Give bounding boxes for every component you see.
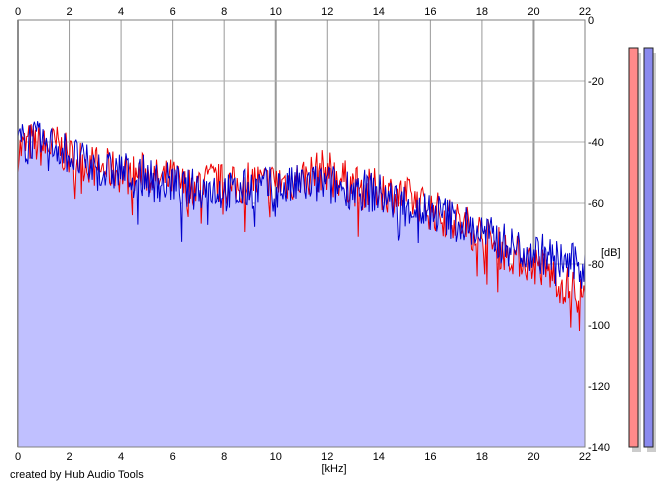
x-ticks-top: 0 2 4 6 8 10 12 14 16 18 20 22 [15,6,591,18]
credit-text: created by Hub Audio Tools [10,469,144,481]
y-ticks: 0 -20 -40 -60 -80 -100 -120 -140 [588,15,610,454]
x-tick-bottom-5: 10 [270,451,282,463]
x-tick-top-9: 18 [476,6,488,18]
level-meter-1 [643,47,654,448]
plot-frame [17,19,586,448]
y-tick-2: -40 [588,137,604,149]
y-tick-1: -20 [588,76,604,88]
x-tick-bottom-8: 16 [424,451,436,463]
x-tick-bottom-0: 0 [15,451,21,463]
y-tick-0: 0 [588,15,594,27]
y-tick-6: -120 [588,381,610,393]
series-group [17,121,586,332]
spectrum-fill-area [18,125,585,447]
y-tick-3: -60 [588,198,604,210]
x-tick-top-4: 8 [221,6,227,18]
x-tick-bottom-9: 18 [476,451,488,463]
x-tick-bottom-3: 6 [170,451,176,463]
x-tick-bottom-1: 2 [66,451,72,463]
y-axis-label: [dB] [601,247,621,259]
y-tick-5: -100 [588,320,610,332]
x-tick-top-0: 0 [15,6,21,18]
x-tick-top-11: 22 [579,6,591,18]
x-tick-top-8: 16 [424,6,436,18]
x-tick-top-2: 4 [118,6,124,18]
y-tick-7: -140 [588,442,610,454]
level-meters [628,47,656,452]
x-tick-bottom-6: 12 [321,451,333,463]
x-tick-bottom-2: 4 [118,451,124,463]
x-tick-bottom-11: 22 [579,451,591,463]
x-tick-top-5: 10 [270,6,282,18]
x-axis-label: [kHz] [321,463,346,475]
x-tick-top-7: 14 [373,6,385,18]
series-line-1 [17,121,586,289]
x-ticks-bottom: 0 2 4 6 8 10 12 14 16 18 20 22 [15,451,591,463]
x-tick-top-10: 20 [527,6,539,18]
y-tick-4: -80 [588,259,604,271]
x-tick-bottom-10: 20 [527,451,539,463]
x-tick-top-6: 12 [321,6,333,18]
x-tick-bottom-7: 14 [373,451,385,463]
x-tick-top-1: 2 [66,6,72,18]
x-tick-top-3: 6 [170,6,176,18]
level-meter-0 [628,47,639,448]
x-tick-bottom-4: 8 [221,451,227,463]
